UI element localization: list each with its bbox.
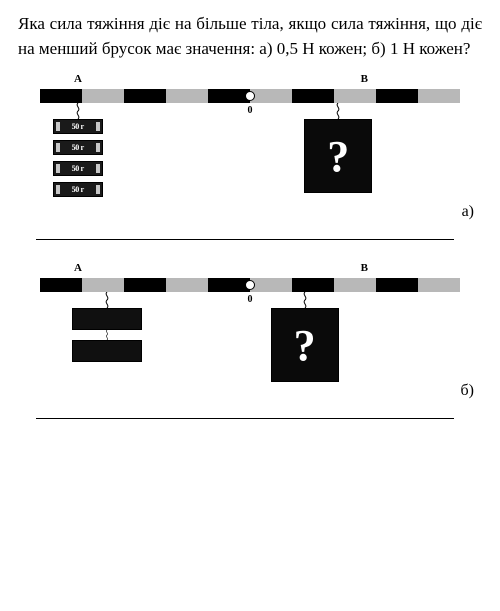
- label-A: A: [74, 73, 82, 85]
- weight-block: [72, 308, 142, 330]
- lever-beam: AB050 г50 г50 г50 г?: [40, 79, 460, 113]
- label-O: 0: [248, 105, 253, 116]
- hook-icon: [74, 103, 82, 119]
- weight-block: 50 г: [53, 140, 103, 155]
- label-O: 0: [248, 294, 253, 305]
- pivot: [245, 91, 255, 101]
- weight-block: 50 г: [53, 161, 103, 176]
- weight-block: 50 г: [53, 182, 103, 197]
- weight-block: [72, 340, 142, 362]
- hook-icon: [103, 330, 111, 340]
- label-B: B: [361, 73, 368, 85]
- unknown-mass: ?: [271, 308, 339, 382]
- figure-label-b: б): [461, 382, 474, 400]
- question-mark-icon: ?: [294, 320, 316, 371]
- weight-block: 50 г: [53, 119, 103, 134]
- unknown-mass: ?: [304, 119, 372, 193]
- figure-a: AB050 г50 г50 г50 г? а): [18, 79, 482, 229]
- label-A: A: [74, 262, 82, 274]
- question-text: Яка сила тяжіння діє на більше тіла, якщ…: [18, 12, 482, 61]
- answer-line-b: [36, 418, 454, 419]
- answer-line-a: [36, 239, 454, 240]
- pivot: [245, 280, 255, 290]
- hook-icon: [103, 292, 111, 308]
- hook-icon: [301, 292, 309, 308]
- question-mark-icon: ?: [327, 131, 349, 182]
- label-B: B: [361, 262, 368, 274]
- lever-beam: AB0?: [40, 268, 460, 302]
- hook-icon: [334, 103, 342, 119]
- figure-b: AB0? б): [18, 268, 482, 408]
- figure-label-a: а): [462, 203, 474, 221]
- weight-stack: 50 г 50 г 50 г 50 г: [53, 119, 103, 203]
